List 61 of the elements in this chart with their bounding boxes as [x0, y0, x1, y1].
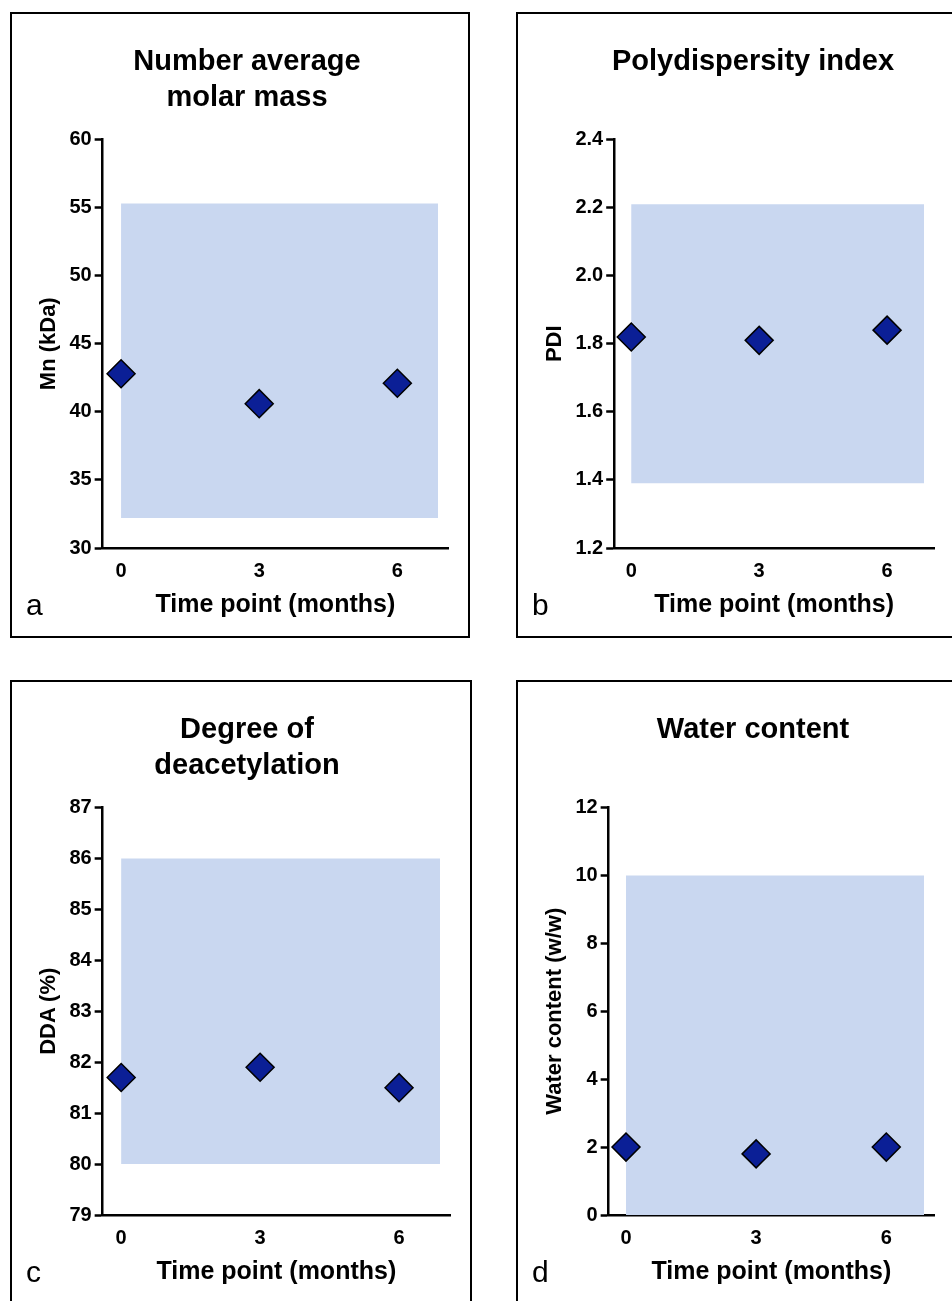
text: c	[26, 1255, 41, 1289]
x-tick-label: 3	[750, 1225, 762, 1248]
y-tick-label: 82	[69, 1049, 92, 1072]
y-tick-label: 1.2	[575, 535, 604, 558]
y-tick-label: 80	[69, 1151, 92, 1174]
x-tick-label: 0	[115, 1225, 127, 1248]
x-tick-label: 0	[625, 558, 637, 581]
y-tick-label: 8	[586, 930, 598, 953]
x-axis-title: Time point (months)	[156, 1255, 397, 1284]
y-tick-label: 2.0	[575, 263, 604, 286]
point	[382, 368, 413, 398]
y-tick-label: 40	[69, 399, 92, 422]
chart-title: Water content	[655, 711, 851, 746]
y-tick-label: 55	[69, 195, 92, 218]
y-tick-label: 12	[575, 795, 598, 818]
x-tick-label: 0	[115, 558, 127, 581]
chart-title: Number average molar mass	[132, 43, 362, 114]
x-tick-label: 3	[753, 558, 765, 581]
x-axis-title: Time point (months)	[651, 1255, 892, 1284]
y-tick-label: 6	[586, 998, 598, 1021]
point	[244, 388, 274, 419]
x-tick-label: 3	[253, 558, 265, 581]
y-tick-label: 1.6	[575, 399, 604, 422]
y-tick-label: 0	[586, 1202, 598, 1225]
x-tick-label: 6	[393, 1225, 405, 1248]
y-axis-title: Mn (kDa)	[35, 297, 61, 391]
y-tick-label: 50	[69, 263, 92, 286]
y-tick-label: 84	[69, 947, 93, 970]
y-tick-label: 1.4	[575, 467, 605, 490]
x-tick-label: 6	[880, 1225, 892, 1248]
y-axis-title: DDA (%)	[35, 967, 61, 1055]
x-tick-label: 0	[620, 1225, 632, 1248]
y-tick-label: 87	[69, 795, 92, 818]
y-tick-label: 45	[69, 331, 92, 354]
chart-title: Polydispersity index	[610, 43, 895, 78]
y-tick-label: 10	[575, 862, 598, 885]
y-tick-label: 86	[69, 845, 92, 868]
y-tick-label: 30	[69, 535, 92, 558]
y-axis-title: PDI	[541, 325, 567, 363]
point	[106, 358, 136, 389]
x-axis-title: Time point (months)	[155, 588, 396, 617]
y-tick-label: 4	[586, 1066, 599, 1089]
y-tick-label: 35	[69, 467, 92, 490]
text: d	[532, 1255, 549, 1289]
text: a	[26, 588, 43, 622]
y-tick-label: 1.8	[575, 331, 604, 354]
y-tick-label: 2.2	[575, 195, 604, 218]
text: b	[532, 588, 549, 622]
x-axis-title: Time point (months)	[654, 588, 894, 617]
x-tick-label: 6	[391, 558, 403, 581]
y-tick-label: 81	[69, 1100, 92, 1123]
chart-title: Degree of deacetylation	[153, 711, 341, 782]
x-tick-label: 3	[254, 1225, 266, 1248]
x-tick-label: 6	[881, 558, 893, 581]
y-tick-label: 60	[69, 127, 92, 150]
y-tick-label: 2	[586, 1134, 598, 1157]
y-tick-label: 79	[69, 1202, 92, 1225]
y-axis-title: Water content (w/w)	[541, 907, 567, 1115]
y-tick-label: 83	[69, 998, 92, 1021]
y-tick-label: 85	[69, 896, 92, 919]
y-tick-label: 2.4	[575, 127, 605, 150]
